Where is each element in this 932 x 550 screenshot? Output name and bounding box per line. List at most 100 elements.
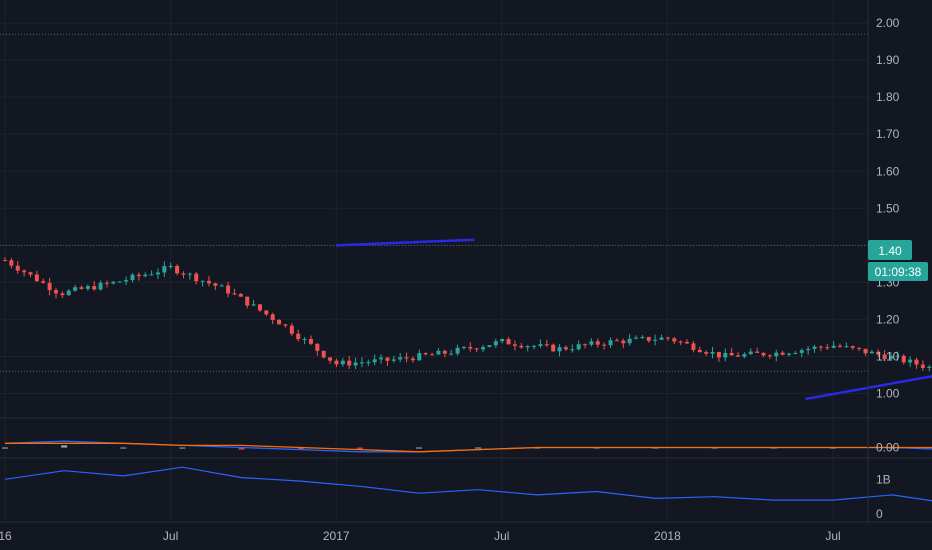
candle-body [755, 351, 760, 353]
candle-body [685, 341, 690, 344]
candle-body [920, 364, 925, 368]
time-axis[interactable]: 16Jul2017Jul2018Jul2019Jul2020Jul2021 [0, 529, 932, 543]
volume-pane [4, 466, 932, 502]
candle-body [544, 344, 549, 346]
candle-body [9, 260, 14, 266]
candle-body [831, 345, 836, 348]
price-tick-label: 1.10 [876, 349, 900, 363]
candle-body [47, 282, 52, 291]
candle-body [901, 355, 906, 363]
candle-body [876, 351, 881, 355]
candle-body [614, 340, 619, 342]
candle-body [716, 351, 721, 358]
candle-body [665, 337, 670, 339]
candle-body [780, 352, 785, 355]
pane-separators [0, 0, 932, 523]
candle-body [838, 345, 843, 347]
candle-body [627, 338, 632, 344]
candle-body [691, 343, 696, 350]
candle-body [372, 359, 377, 363]
candle-body [493, 341, 498, 346]
candle-body [557, 347, 562, 352]
price-tick-label: 1.80 [876, 90, 900, 104]
trendlines[interactable] [336, 238, 932, 401]
candle-body [927, 366, 932, 368]
candle-body [767, 355, 772, 357]
candle-body [328, 357, 333, 361]
candle-body [321, 350, 326, 358]
candle-body [398, 357, 403, 360]
candle-body [289, 325, 294, 334]
candle-body [270, 314, 275, 320]
candle-body [423, 353, 428, 355]
candle-body [487, 345, 492, 348]
countdown-badge: 01:09:38 [868, 262, 928, 281]
candle-body [359, 362, 364, 364]
signal-line [5, 442, 932, 453]
candle-body [532, 346, 537, 348]
candle-body [181, 273, 186, 275]
time-tick-label: Jul [825, 529, 840, 543]
candle-body [634, 337, 639, 339]
candle-body [124, 280, 129, 282]
candle-body [187, 273, 192, 275]
candle-body [468, 347, 473, 349]
dotted-levels [0, 33, 868, 372]
candle-body [761, 352, 766, 356]
candle-body [793, 352, 798, 354]
candle-body [53, 290, 58, 294]
candle-body [595, 341, 600, 345]
candle-body [117, 281, 122, 283]
price-axis[interactable]: 2.001.901.801.701.601.501.301.201.101.00… [876, 16, 900, 521]
time-tick-label: Jul [163, 529, 178, 543]
candle-body [251, 304, 256, 306]
candle-body [882, 354, 887, 359]
candle-body [417, 353, 422, 361]
candle-body [538, 344, 543, 347]
price-tick-label: 1.60 [876, 164, 900, 178]
volume-tick-label: 1B [876, 472, 891, 486]
candle-body [461, 347, 466, 349]
candle-body [162, 266, 167, 273]
macd-histogram-bar [297, 447, 304, 450]
candle-body [391, 359, 396, 361]
candle-body [646, 337, 651, 341]
candle-body [723, 352, 728, 358]
candle-body [257, 304, 262, 311]
candle-body [143, 274, 148, 277]
candle-body [844, 346, 849, 348]
candle-body [455, 347, 460, 354]
candle-body [85, 286, 90, 289]
price-tick-label: 1.20 [876, 312, 900, 326]
price-tick-label: 1.70 [876, 127, 900, 141]
macd-tick-label: 0.00 [876, 441, 900, 455]
candle-body [28, 272, 33, 275]
candle-body [15, 265, 20, 271]
candle-body [22, 270, 27, 273]
macd-histogram-bar [120, 447, 127, 449]
candle-body [92, 286, 97, 290]
time-tick-label: 16 [0, 529, 12, 543]
candle-body [551, 344, 556, 352]
candle-body [60, 293, 65, 296]
candle-body [213, 283, 218, 286]
candle-body [442, 350, 447, 354]
candle-body [850, 346, 855, 348]
candle-body [640, 337, 645, 339]
candle-body [602, 344, 607, 346]
macd-pane [2, 440, 932, 453]
candle-body [742, 354, 747, 357]
candle-body [347, 360, 352, 366]
candle-body [264, 310, 269, 315]
candle-body [914, 359, 919, 365]
candle-body [608, 340, 613, 346]
candle-body [168, 265, 173, 267]
candle-body [277, 319, 282, 325]
candle-body [3, 260, 7, 262]
candle-body [525, 346, 530, 348]
candle-body [519, 345, 524, 348]
macd-histogram-bar [238, 447, 245, 450]
candle-body [857, 347, 862, 349]
candle-body [736, 355, 741, 357]
